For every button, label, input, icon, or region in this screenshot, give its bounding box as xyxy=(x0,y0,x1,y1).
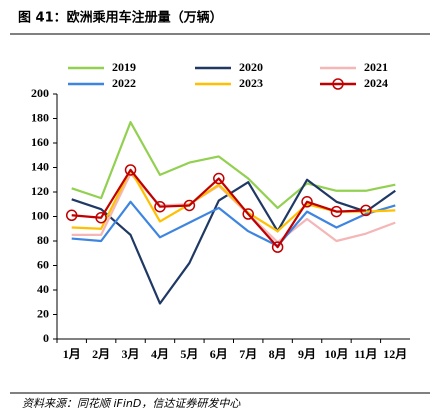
y-tick-label: 0 xyxy=(43,331,49,345)
point-marker xyxy=(242,208,254,220)
x-tick-label: 11月 xyxy=(354,347,377,361)
x-tick-label: 2月 xyxy=(92,347,110,361)
y-tick-label: 140 xyxy=(31,159,49,173)
legend-label: 2024 xyxy=(364,76,388,90)
x-tick-label: 4月 xyxy=(151,347,169,361)
legend-label: 2022 xyxy=(112,76,136,90)
y-tick-label: 20 xyxy=(37,306,49,320)
series-line xyxy=(71,121,396,210)
x-tick-label: 6月 xyxy=(210,347,228,361)
y-tick-label: 100 xyxy=(31,208,49,222)
x-tick-label: 8月 xyxy=(269,347,287,361)
point-marker xyxy=(271,241,284,253)
chart-title: 图 41：欧洲乘用车注册量（万辆） xyxy=(18,10,223,26)
point-marker xyxy=(330,205,343,218)
y-tick-label: 120 xyxy=(31,184,49,198)
point-marker xyxy=(95,211,107,224)
x-tick-label: 12月 xyxy=(383,347,407,361)
y-tick-label: 180 xyxy=(31,110,49,124)
y-tick-label: 160 xyxy=(31,135,49,149)
x-tick-label: 9月 xyxy=(298,347,316,361)
y-tick-label: 60 xyxy=(37,257,49,271)
legend-marker xyxy=(332,78,344,90)
y-tick-label: 40 xyxy=(37,282,49,296)
series-line xyxy=(71,168,366,249)
point-marker xyxy=(213,172,225,185)
x-tick-label: 5月 xyxy=(180,347,198,361)
point-marker xyxy=(154,200,166,213)
point-marker xyxy=(65,209,78,222)
legend-label: 2023 xyxy=(239,76,263,90)
y-tick-label: 80 xyxy=(37,233,49,247)
point-marker xyxy=(301,196,313,208)
series-line xyxy=(71,172,396,244)
x-tick-label: 10月 xyxy=(324,347,348,361)
legend-label: 2021 xyxy=(364,60,388,74)
x-tick-label: 1月 xyxy=(63,347,81,361)
point-marker xyxy=(124,164,137,176)
y-tick-label: 200 xyxy=(31,86,49,100)
point-marker xyxy=(360,204,372,217)
point-marker xyxy=(183,199,196,212)
x-tick-label: 3月 xyxy=(122,347,140,361)
x-tick-label: 7月 xyxy=(239,347,257,361)
legend-label: 2019 xyxy=(112,60,136,74)
series-line xyxy=(71,178,396,305)
series-line xyxy=(71,200,396,247)
source-note: 资料来源：同花顺 iFinD，信达证券研发中心 xyxy=(22,397,241,410)
legend-label: 2020 xyxy=(239,60,263,74)
